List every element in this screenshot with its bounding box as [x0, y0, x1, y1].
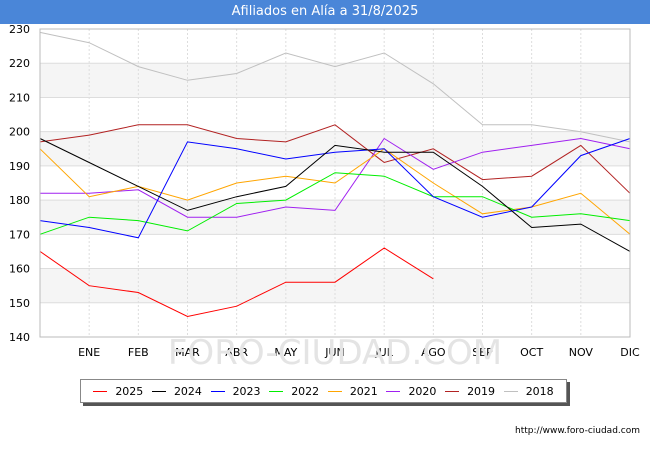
legend-entry-2019: 2019: [445, 385, 495, 398]
legend-label: 2020: [408, 384, 437, 398]
y-tick-label: 150: [9, 297, 30, 310]
x-tick-label: SEP: [472, 346, 493, 359]
legend-swatch: [93, 390, 108, 392]
y-tick-label: 140: [9, 331, 30, 344]
series-line-2024: [39, 138, 631, 252]
legend-swatch: [386, 390, 401, 392]
y-tick-label: 180: [9, 194, 30, 207]
x-tick-label: ABR: [225, 346, 248, 359]
legend-entry-2021: 2021: [327, 384, 378, 398]
legend-swatch: [327, 390, 342, 392]
x-tick-label: AGO: [421, 346, 446, 359]
y-tick-label: 230: [9, 23, 30, 36]
chart-title: Afiliados en Alía a 31/8/2025: [0, 0, 650, 24]
x-tick-label: DIC: [620, 346, 640, 359]
y-tick-label: 190: [9, 160, 30, 173]
x-tick-label: NOV: [569, 346, 594, 359]
legend-swatch: [210, 390, 225, 392]
y-tick-label: 220: [9, 57, 30, 70]
y-tick-label: 200: [9, 126, 30, 139]
legend-label: 2019: [467, 384, 496, 398]
plot-band: [40, 131, 630, 166]
legend-swatch: [151, 390, 166, 392]
legend-label: 2025: [115, 384, 144, 398]
plot-band: [40, 63, 630, 98]
legend-label: 2024: [173, 384, 202, 398]
legend-entry-2023: 2023: [210, 384, 261, 398]
legend-swatch: [503, 390, 518, 392]
series-line-2019: [39, 124, 631, 194]
x-tick-label: MAY: [274, 346, 297, 359]
legend-label: 2021: [349, 384, 378, 398]
legend-entry-2022: 2022: [269, 385, 319, 398]
y-tick-label: 210: [9, 91, 30, 104]
legend-label: 2018: [525, 384, 554, 398]
legend-entry-2018: 2018: [503, 384, 554, 398]
x-tick-label: JUL: [374, 346, 393, 359]
y-tick-label: 160: [9, 263, 30, 276]
series-line-2023: [39, 138, 631, 239]
legend-swatch: [269, 390, 284, 392]
legend-swatch: [445, 390, 460, 392]
watermark: FORO-CIUDAD.COM: [168, 333, 502, 373]
plot-border: [39, 28, 631, 338]
series-line-2020: [40, 137, 631, 218]
x-tick-label: MAR: [175, 346, 200, 359]
legend-entry-2024: 2024: [151, 384, 202, 398]
legend-entry-2020: 2020: [386, 385, 436, 398]
legend-label: 2022: [291, 384, 320, 398]
legend: 2025 2024 2023 2022 2021 2020 2019 2018: [80, 379, 567, 403]
series-line-2022: [39, 172, 631, 235]
legend-entry-2025: 2025: [93, 385, 143, 398]
legend-label: 2023: [232, 384, 261, 398]
series-line-2025: [39, 247, 434, 318]
x-tick-label: ENE: [78, 346, 100, 359]
y-tick-label: 170: [9, 228, 30, 241]
series-line-2018: [39, 31, 631, 143]
source-url: http://www.foro-ciudad.com: [515, 426, 640, 436]
x-tick-label: JUN: [324, 346, 345, 359]
x-tick-label: FEB: [128, 346, 149, 359]
x-tick-label: OCT: [520, 346, 543, 359]
